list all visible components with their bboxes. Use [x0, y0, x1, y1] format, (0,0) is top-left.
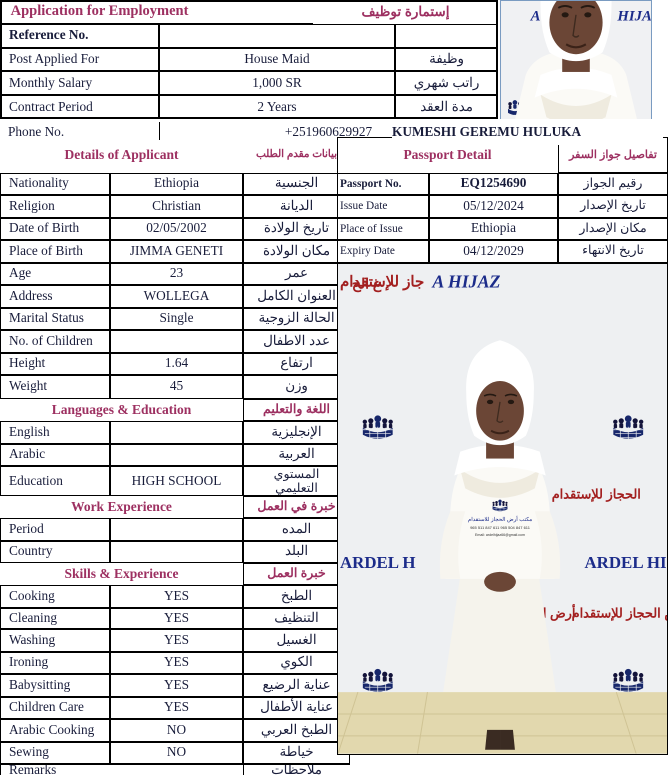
svg-text:مكتب أرض الحجاز للاستقدام: مكتب أرض الحجاز للاستقدام [468, 515, 532, 523]
svg-text:ARDEL HIJ: ARDEL HIJ [585, 552, 667, 571]
svg-text:الحجاز للإستقدام: الحجاز للإستقدام [552, 486, 641, 502]
svg-text:أرض الحجاز للإستقدام: أرض الحجاز للإستقدام [572, 604, 667, 621]
svg-text:HIJA: HIJA [616, 9, 651, 25]
svg-text:A: A [530, 9, 541, 25]
svg-text:A HIJAZ: A HIJAZ [431, 271, 500, 291]
svg-text:965 511 847 611 965 504 847 61: 965 511 847 611 965 504 847 611 [470, 525, 531, 530]
svg-text:غ الح: غ الح [352, 275, 382, 292]
svg-text:ARDEL H: ARDEL H [340, 552, 415, 571]
svg-text:Email: ardelhijaz66@gmail.com: Email: ardelhijaz66@gmail.com [475, 533, 525, 537]
